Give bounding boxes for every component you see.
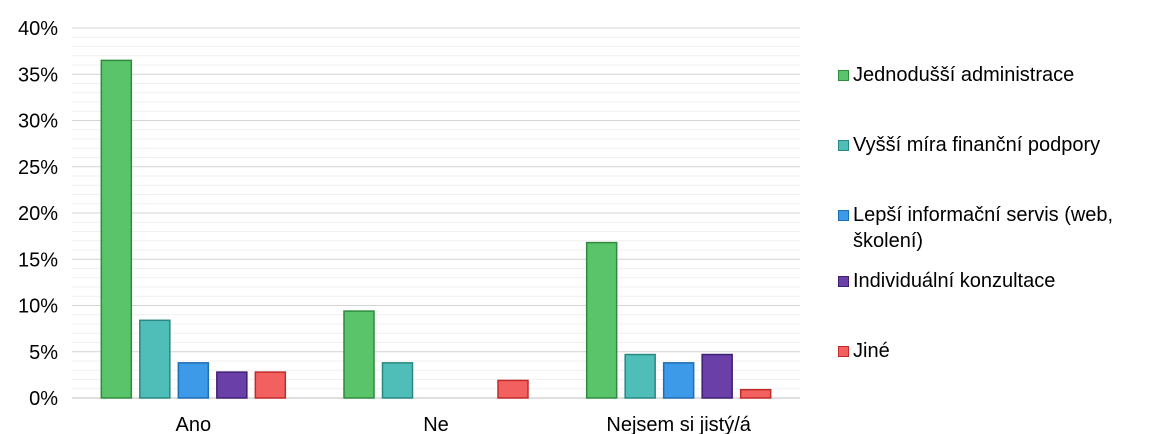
y-tick-label: 35% bbox=[18, 64, 58, 86]
legend-swatch bbox=[838, 276, 849, 287]
bar bbox=[100, 59, 133, 399]
x-axis-ticks: Ano Ne Nejsem si jistý/á bbox=[176, 414, 752, 434]
gridlines bbox=[72, 27, 800, 399]
legend-item-jednodussi-administrace: Jednodušší administrace bbox=[838, 62, 1168, 88]
bars bbox=[100, 59, 772, 399]
legend-label: Individuální konzultace bbox=[853, 270, 1056, 292]
legend-swatch bbox=[838, 70, 849, 81]
legend-item-jine: Jiné bbox=[838, 338, 1168, 364]
legend-label: Lepší informační servis (web, školení) bbox=[853, 204, 1114, 252]
y-tick-label: 0% bbox=[29, 388, 58, 410]
legend-swatch bbox=[838, 346, 849, 357]
bar bbox=[177, 362, 210, 399]
bar bbox=[343, 310, 375, 399]
bar bbox=[701, 353, 733, 399]
x-tick-label: Nejsem si jistý/á bbox=[606, 414, 751, 434]
legend-swatch bbox=[838, 140, 849, 151]
y-tick-label: 10% bbox=[18, 296, 58, 318]
bar bbox=[497, 379, 529, 399]
legend-label: Vyšší míra finanční podpory bbox=[853, 134, 1101, 156]
y-tick-label: 25% bbox=[18, 157, 58, 179]
x-tick-label: Ne bbox=[423, 414, 449, 434]
bar bbox=[254, 371, 287, 399]
legend: Jednodušší administrace Vyšší míra finan… bbox=[838, 0, 1170, 434]
legend-item-lepsi-informacni-servis: Lepší informační servis (web, školení) bbox=[838, 202, 1158, 254]
y-tick-label: 40% bbox=[18, 18, 58, 40]
bar bbox=[585, 241, 618, 399]
y-tick-label: 20% bbox=[18, 203, 58, 225]
bar bbox=[662, 362, 695, 399]
legend-item-individualni-konzultace: Individuální konzultace bbox=[838, 268, 1168, 294]
bar bbox=[139, 319, 171, 399]
y-tick-label: 5% bbox=[29, 342, 58, 364]
x-tick-label: Ano bbox=[176, 414, 212, 434]
legend-swatch bbox=[838, 210, 849, 221]
bar bbox=[624, 353, 656, 399]
bar bbox=[739, 388, 772, 399]
bar bbox=[381, 362, 414, 399]
bar bbox=[216, 371, 248, 399]
legend-item-vyssi-mira-financni-podpory: Vyšší míra finanční podpory bbox=[838, 132, 1168, 158]
y-tick-label: 15% bbox=[18, 249, 58, 271]
legend-label: Jiné bbox=[853, 340, 890, 362]
legend-label: Jednodušší administrace bbox=[853, 64, 1075, 86]
y-axis-ticks: 0% 5% 10% 15% 20% 25% 30% 35% 40% bbox=[18, 18, 58, 410]
y-tick-label: 30% bbox=[18, 111, 58, 133]
